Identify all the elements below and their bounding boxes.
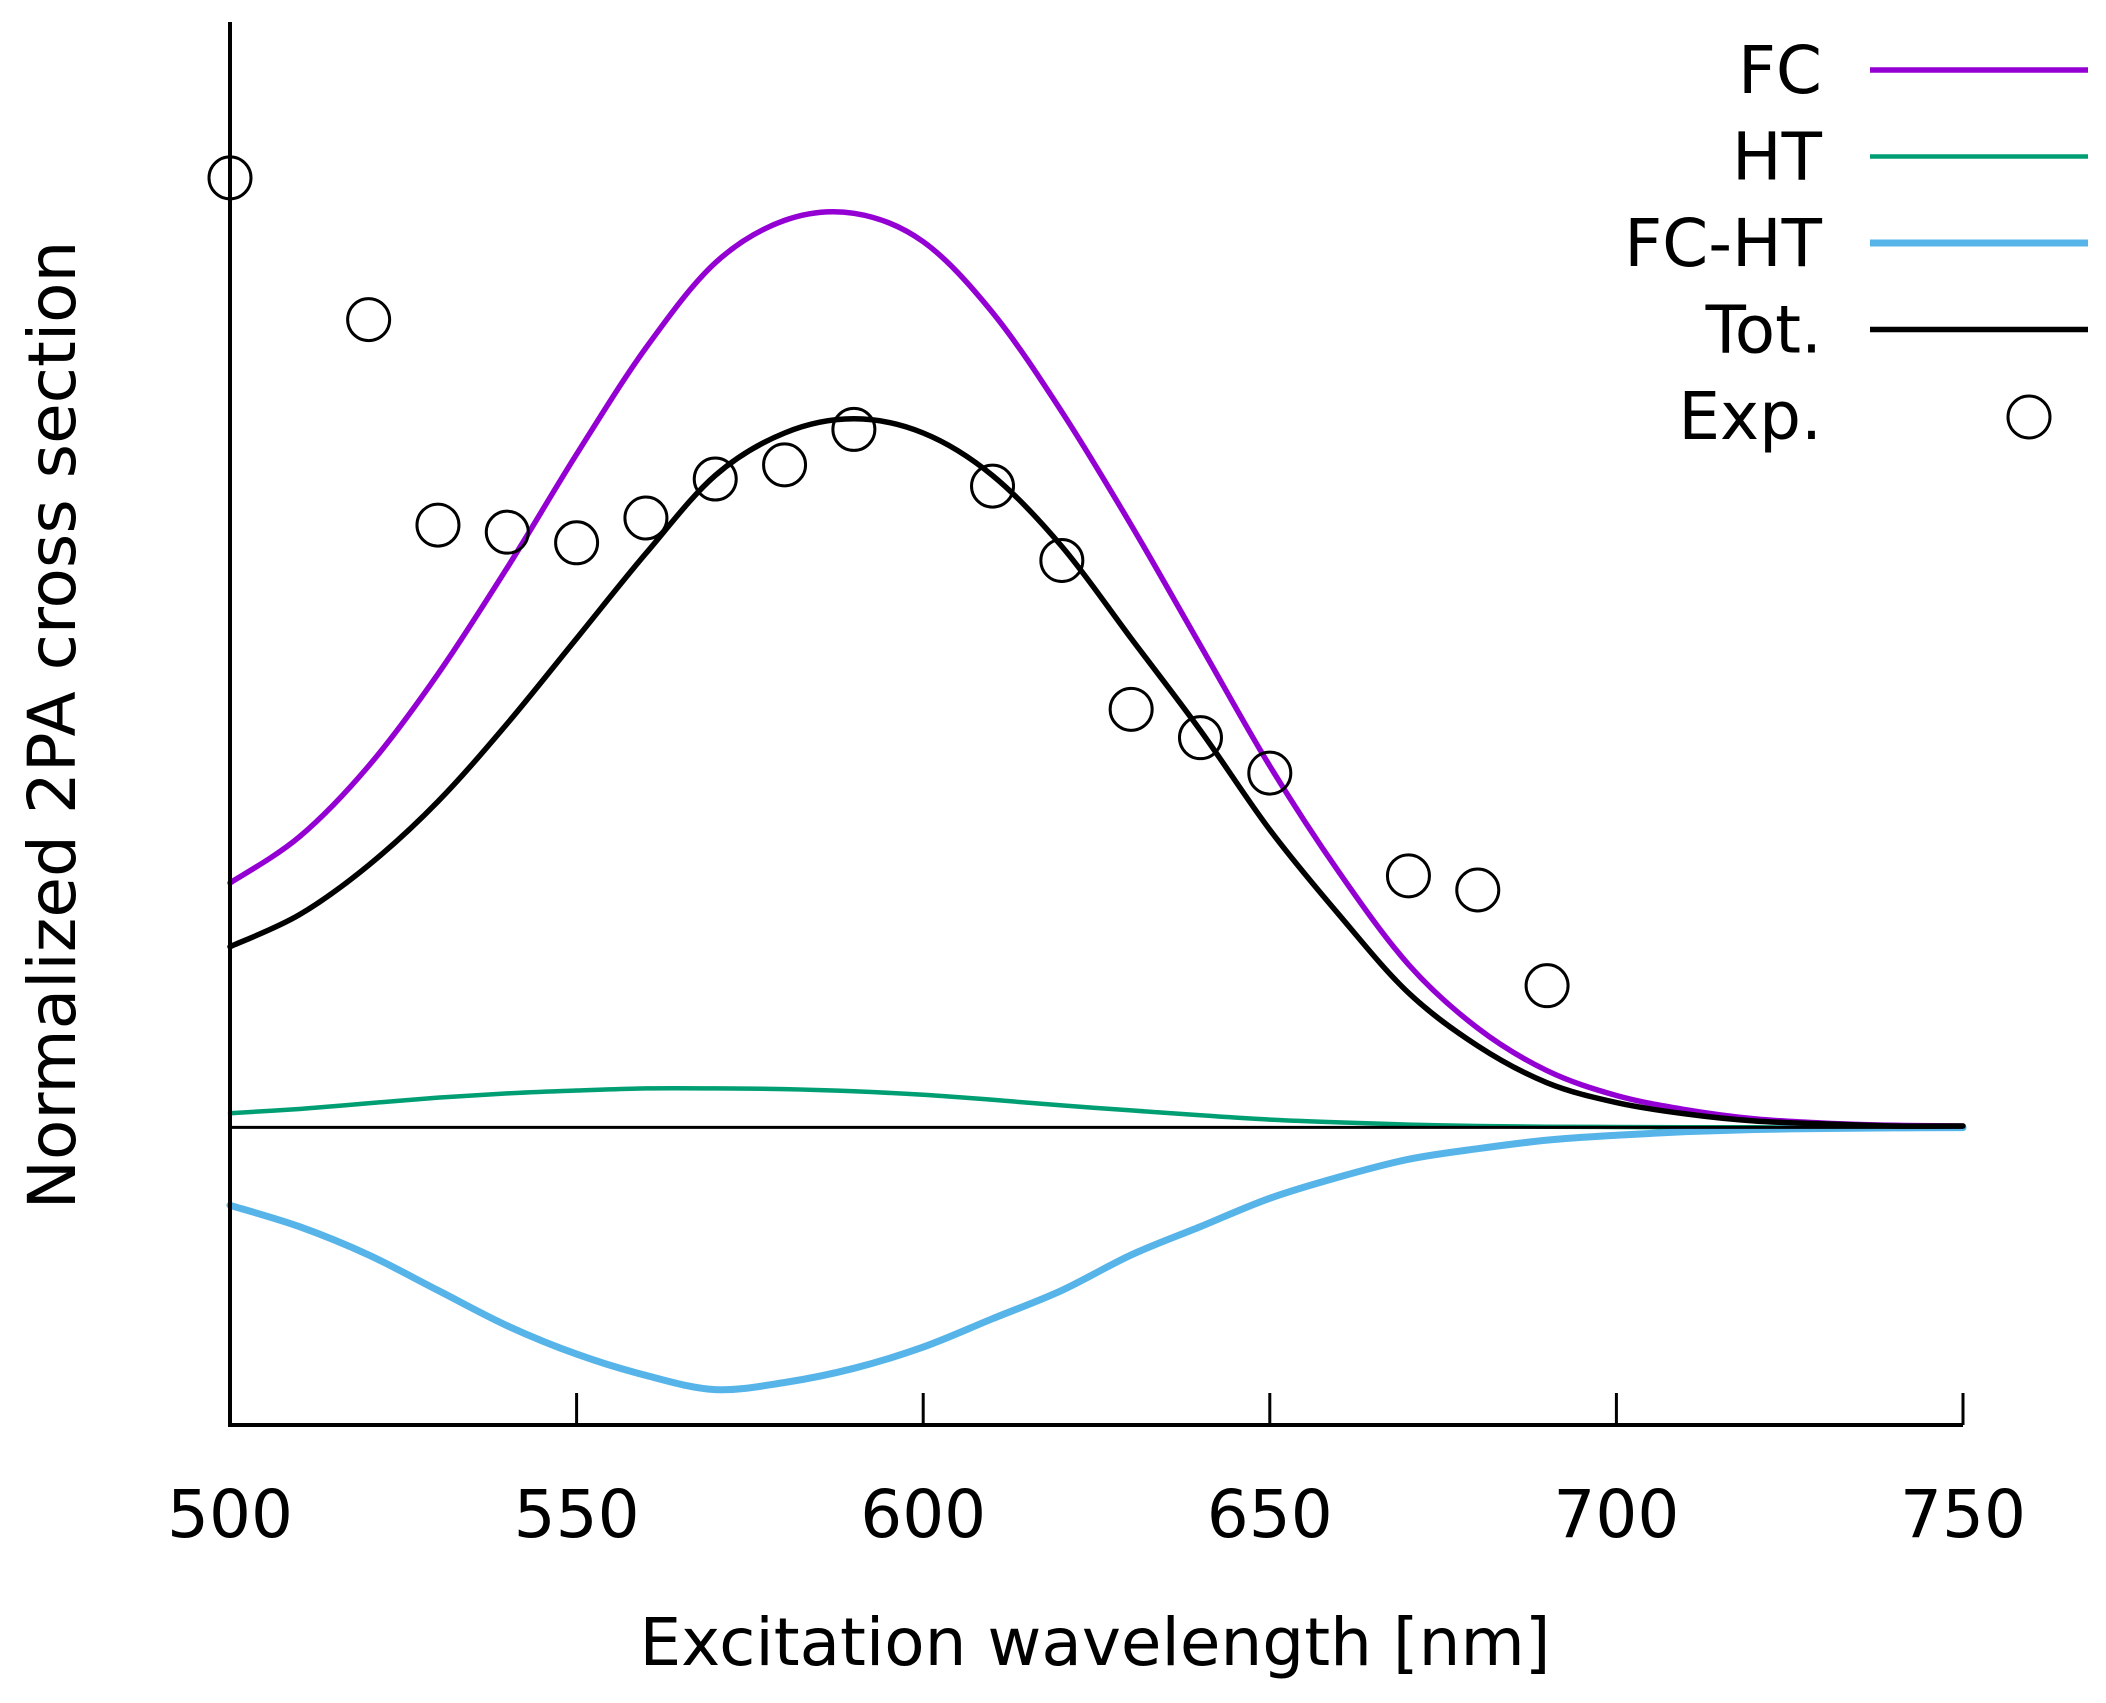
legend-label: Tot. bbox=[1705, 292, 1822, 369]
experimental-markers bbox=[207, 155, 1570, 1009]
legend-item-fc: FC bbox=[1738, 32, 2088, 109]
exp-point bbox=[1385, 853, 1431, 899]
legend-item-exp: Exp. bbox=[1678, 378, 2052, 455]
legend-label: FC-HT bbox=[1624, 205, 1822, 282]
exp-point bbox=[1247, 750, 1293, 796]
series-line-tot bbox=[227, 416, 1966, 1129]
legend-item-fc-ht: FC-HT bbox=[1624, 205, 2088, 282]
x-tick-label-650: 650 bbox=[1207, 1476, 1333, 1553]
exp-point bbox=[623, 495, 669, 541]
x-tick-label-700: 700 bbox=[1553, 1476, 1679, 1553]
legend-label: HT bbox=[1732, 119, 1823, 196]
exp-point bbox=[1108, 686, 1154, 732]
x-tick-label-600: 600 bbox=[860, 1476, 986, 1553]
exp-point bbox=[831, 406, 877, 452]
y-axis-title: Normalized 2PA cross section bbox=[14, 241, 91, 1210]
exp-point bbox=[1455, 867, 1501, 913]
x-axis-title: Excitation wavelength [nm] bbox=[639, 1604, 1550, 1681]
legend-label: FC bbox=[1738, 32, 1822, 109]
series-line-fc bbox=[227, 208, 1966, 1129]
exp-point bbox=[484, 509, 530, 555]
series-lines bbox=[226, 208, 1967, 1394]
legend-item-ht: HT bbox=[1732, 119, 2088, 196]
exp-point bbox=[1039, 538, 1085, 584]
exp-point bbox=[554, 520, 600, 566]
legend: FC HT FC-HT Tot. Exp. bbox=[1624, 32, 2088, 455]
exp-point bbox=[415, 502, 461, 548]
exp-point bbox=[762, 442, 808, 488]
x-axis-ticks: 500 550 600 650 700 750 bbox=[167, 1393, 2026, 1553]
exp-point bbox=[1177, 715, 1223, 761]
legend-marker bbox=[2006, 394, 2052, 440]
series-line-ht bbox=[227, 1085, 1966, 1130]
legend-item-tot: Tot. bbox=[1705, 292, 2088, 369]
exp-point bbox=[970, 463, 1016, 509]
exp-point bbox=[1524, 963, 1570, 1009]
legend-label: Exp. bbox=[1678, 378, 1822, 455]
exp-point bbox=[346, 297, 392, 343]
series-line-fc-ht bbox=[226, 1124, 1967, 1394]
exp-point bbox=[692, 456, 738, 502]
x-tick-label-500: 500 bbox=[167, 1476, 293, 1553]
x-tick-label-550: 550 bbox=[514, 1476, 640, 1553]
x-tick-label-750: 750 bbox=[1900, 1476, 2026, 1553]
